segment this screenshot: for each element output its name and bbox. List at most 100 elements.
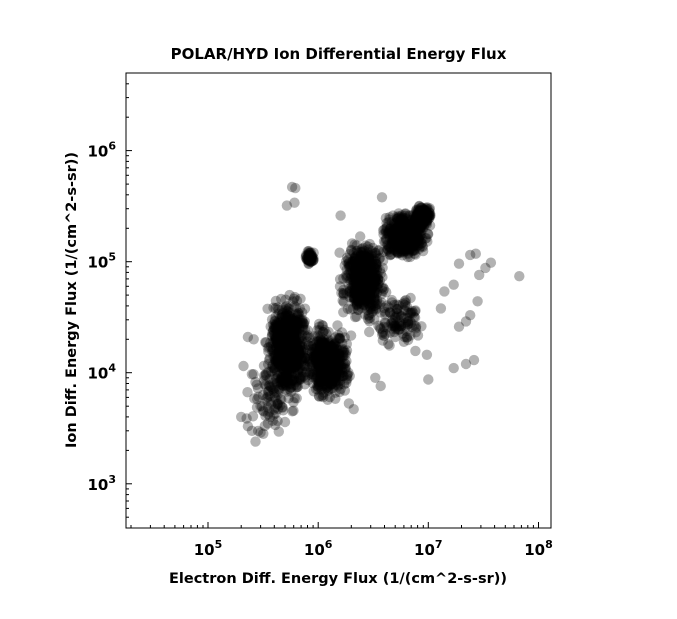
data-point <box>365 250 376 261</box>
data-point <box>291 322 302 333</box>
data-point <box>341 355 352 367</box>
data-point <box>276 337 288 348</box>
data-point <box>288 379 299 391</box>
data-point <box>267 337 279 349</box>
data-point <box>272 333 284 345</box>
data-point <box>322 359 334 370</box>
data-point <box>338 347 350 358</box>
data-point <box>294 371 305 382</box>
data-point <box>319 364 330 375</box>
data-point <box>356 253 367 264</box>
data-point <box>280 302 291 313</box>
data-point <box>331 377 342 388</box>
data-point <box>319 324 330 336</box>
data-point <box>269 365 280 376</box>
data-point <box>282 358 293 369</box>
data-point <box>351 300 362 311</box>
data-point <box>288 325 299 336</box>
data-point <box>286 350 298 361</box>
data-point <box>269 349 281 360</box>
data-point <box>263 366 274 378</box>
y-tick-label: 103 <box>87 473 116 494</box>
data-point <box>326 369 337 380</box>
data-point <box>278 353 289 365</box>
data-point <box>335 210 346 221</box>
data-point <box>299 303 311 314</box>
data-point <box>271 378 283 389</box>
data-point <box>338 273 349 284</box>
data-point <box>309 352 320 363</box>
data-point <box>291 308 302 320</box>
data-point <box>282 333 293 345</box>
data-point <box>315 358 326 370</box>
data-point <box>328 354 339 365</box>
data-point <box>324 373 335 384</box>
data-point <box>292 340 303 352</box>
data-point <box>322 351 334 362</box>
data-point <box>288 343 299 354</box>
data-point <box>313 357 325 369</box>
data-point <box>322 362 334 373</box>
data-point <box>318 341 329 352</box>
data-point <box>341 338 352 350</box>
data-point <box>274 347 285 358</box>
data-point <box>264 354 275 366</box>
data-point <box>278 327 290 338</box>
data-point <box>319 344 330 355</box>
data-point <box>319 358 330 369</box>
data-point <box>288 362 300 373</box>
data-point <box>287 348 298 360</box>
data-point <box>334 375 346 387</box>
data-point <box>314 364 326 375</box>
data-point <box>294 363 306 374</box>
data-point <box>317 370 328 381</box>
data-point <box>326 373 337 384</box>
data-point <box>320 341 332 353</box>
data-point <box>327 362 338 373</box>
data-point <box>335 361 347 372</box>
data-point <box>330 393 341 404</box>
data-point <box>286 376 297 387</box>
data-point <box>357 275 369 286</box>
x-axis-label: Electron Diff. Energy Flux (1/(cm^2-s-sr… <box>169 571 507 587</box>
data-point <box>273 333 284 344</box>
data-point <box>326 352 337 364</box>
data-point <box>331 368 342 379</box>
data-point <box>287 324 299 335</box>
data-point <box>326 366 338 378</box>
data-point <box>291 316 302 327</box>
data-point <box>321 346 332 358</box>
data-point <box>334 281 346 292</box>
data-point <box>282 324 294 336</box>
data-point <box>299 324 311 336</box>
data-point <box>285 346 296 357</box>
data-point <box>273 304 284 315</box>
data-point <box>279 310 291 322</box>
data-point <box>285 361 297 373</box>
data-point <box>287 357 299 369</box>
data-point <box>319 362 330 374</box>
data-point <box>322 350 333 361</box>
data-point <box>275 320 287 331</box>
data-point <box>263 389 274 400</box>
data-point <box>280 311 291 323</box>
data-point <box>286 386 297 397</box>
data-point <box>292 319 303 330</box>
data-point <box>291 380 302 391</box>
data-point <box>250 436 261 447</box>
data-point <box>284 357 296 368</box>
data-point <box>276 337 288 349</box>
data-point <box>286 339 297 350</box>
data-point <box>324 361 335 372</box>
data-point <box>275 344 286 355</box>
data-point <box>276 337 287 348</box>
data-point <box>274 335 286 346</box>
data-point <box>282 344 294 355</box>
data-point <box>278 358 290 369</box>
data-point <box>271 354 283 366</box>
data-point <box>306 359 318 370</box>
data-point <box>333 362 344 373</box>
data-point <box>295 314 306 325</box>
data-point <box>328 366 339 378</box>
data-point <box>272 324 283 335</box>
